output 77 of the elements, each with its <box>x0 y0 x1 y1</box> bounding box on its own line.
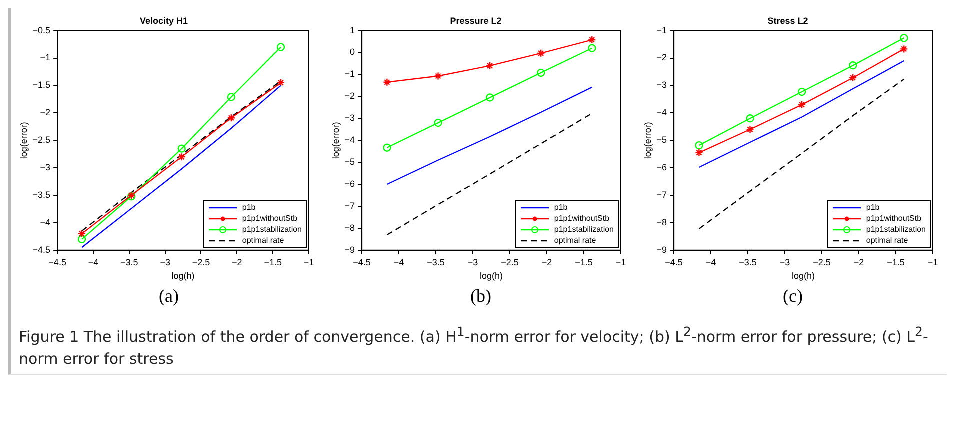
y-tick-label: −9 <box>344 244 356 255</box>
y-tick-label: −1.5 <box>32 80 51 90</box>
x-tick-label: −4 <box>706 257 716 268</box>
y-tick-label: −4.5 <box>32 244 51 255</box>
y-tick-label: −3 <box>40 162 51 173</box>
x-tick-label: −1 <box>928 257 938 268</box>
x-tick-label: −1 <box>304 257 314 268</box>
legend-label: p1p1withoutStb <box>866 214 922 224</box>
x-tick-label: −4.5 <box>48 257 66 268</box>
chart-title: Stress L2 <box>768 16 808 26</box>
legend-label: optimal rate <box>242 236 284 246</box>
y-axis-title: log(error) <box>18 122 29 160</box>
y-tick-label: −1 <box>656 25 668 36</box>
x-tick-label: −4 <box>394 257 404 268</box>
x-tick-label: −1.5 <box>575 257 593 268</box>
x-tick-label: −3 <box>780 257 790 268</box>
x-axis-title: log(h) <box>172 271 195 282</box>
x-tick-label: −3.5 <box>120 257 138 268</box>
x-axis-title: log(h) <box>792 271 816 282</box>
y-tick-label: −8 <box>656 217 668 228</box>
x-tick-label: −1.5 <box>264 257 282 268</box>
legend-label: p1b <box>554 203 568 212</box>
y-tick-label: 0 <box>350 47 356 58</box>
y-tick-label: 1 <box>350 25 356 36</box>
x-tick-label: −2 <box>854 257 864 268</box>
y-tick-label: −3 <box>656 80 668 90</box>
y-tick-label: −8 <box>344 222 356 233</box>
y-tick-label: −3 <box>344 113 356 124</box>
legend-label: p1p1stabilization <box>242 225 302 234</box>
y-tick-label: −7 <box>656 190 668 200</box>
y-tick-label: −9 <box>656 244 668 255</box>
y-tick-label: −6 <box>344 179 356 190</box>
legend-label: p1p1stabilization <box>554 225 614 234</box>
y-axis-title: log(error) <box>330 122 341 160</box>
x-tick-label: −3 <box>160 257 170 268</box>
y-tick-label: −0.5 <box>32 25 51 36</box>
x-tick-label: −2.5 <box>813 257 831 268</box>
y-tick-label: −1 <box>344 69 356 80</box>
text: (b) <box>470 286 492 307</box>
y-tick-label: −7 <box>344 200 356 211</box>
legend-label: optimal rate <box>554 236 596 246</box>
x-tick-label: −3.5 <box>427 257 445 268</box>
x-tick-label: −1 <box>616 257 626 268</box>
y-tick-label: −5 <box>656 135 668 146</box>
x-tick-label: −2.5 <box>192 257 210 268</box>
chart-title: Pressure L2 <box>450 16 502 26</box>
y-tick-label: −2.5 <box>32 135 51 146</box>
x-tick-label: −1.5 <box>887 257 905 268</box>
y-axis-title: log(error) <box>642 122 653 160</box>
text: (a) <box>158 286 180 307</box>
y-tick-label: −4 <box>40 217 51 228</box>
legend-label: p1p1withoutStb <box>242 214 298 224</box>
legend-label: p1p1withoutStb <box>554 214 610 224</box>
y-tick-label: −2 <box>656 52 668 63</box>
y-tick-label: −6 <box>656 162 668 173</box>
text: Figure 1 The illustration of the order of convergence. (a) H$^{1}$-norm error for velocity; (b) L$^{2}$-norm error for pressure; (c) L$^{2}$-norm error for stress <box>19 324 928 368</box>
y-tick-label: −4 <box>344 135 356 146</box>
y-tick-label: −3.5 <box>32 190 51 200</box>
x-tick-label: −3.5 <box>739 257 757 268</box>
x-tick-label: −2 <box>232 257 242 268</box>
y-tick-label: −2 <box>40 108 51 118</box>
x-tick-label: −2.5 <box>501 257 519 268</box>
x-axis-title: log(h) <box>480 271 504 282</box>
y-tick-label: −2 <box>344 91 356 102</box>
legend-label: p1p1stabilization <box>866 225 926 234</box>
x-tick-label: −4 <box>88 257 99 268</box>
x-tick-label: −4.5 <box>665 257 683 268</box>
legend-label: p1b <box>242 203 256 212</box>
chart-title: Velocity H1 <box>140 16 188 26</box>
text: (c) <box>782 286 804 307</box>
y-tick-label: −5 <box>344 157 356 168</box>
x-tick-label: −2 <box>542 257 552 268</box>
y-tick-label: −1 <box>40 52 51 63</box>
x-tick-label: −3 <box>468 257 478 268</box>
legend-label: p1b <box>866 203 880 212</box>
y-tick-label: −4 <box>656 108 668 118</box>
legend-label: optimal rate <box>866 236 908 246</box>
